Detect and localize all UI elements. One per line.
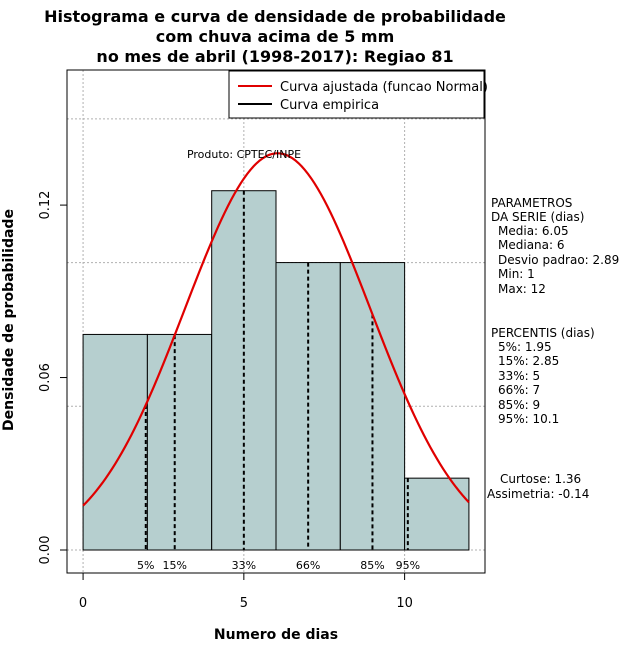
- histogram-bars: [82, 190, 470, 551]
- y-tick-label-2: 0.12: [38, 191, 53, 220]
- percentis-panel: PERCENTIS (dias) 5%: 1.95 15%: 2.85 33%:…: [491, 326, 595, 426]
- x-axis-label: Numero de dias: [214, 627, 338, 643]
- histogram-bar-1: [146, 333, 213, 551]
- parametros-heading-1: PARAMETROS: [491, 196, 572, 210]
- percentile-lines: 5% 15% 33% 66% 85% 95%: [137, 190, 420, 572]
- x-tick-label-2: 10: [396, 596, 413, 611]
- x-tick-label-0: 0: [79, 596, 87, 611]
- percentile-label-2: 33%: [232, 559, 256, 572]
- parametro-min: Min: 1: [498, 267, 535, 281]
- percentile-label-1: 15%: [162, 559, 186, 572]
- parametro-mediana: Mediana: 6: [498, 238, 565, 252]
- assimetria-value: Assimetria: -0.14: [487, 487, 589, 501]
- product-annotation: Produto: CPTEC/INPE: [187, 148, 301, 161]
- legend-label-fitted: Curva ajustada (funcao Normal): [280, 80, 488, 95]
- x-tick-label-1: 5: [240, 596, 248, 611]
- legend-box: [228, 70, 485, 119]
- percentile-label-3: 66%: [296, 559, 320, 572]
- y-tick-label-0: 0.00: [38, 536, 53, 565]
- normal-curve-group: [82, 152, 470, 507]
- y-axis-label: Densidade de probabilidade: [1, 209, 17, 431]
- y-tick-label-1: 0.06: [38, 363, 53, 392]
- chart-title-line-2: com chuva acima de 5 mm: [156, 27, 395, 46]
- parametro-desvio: Desvio padrao: 2.89: [498, 253, 619, 267]
- histogram-bar-2: [211, 190, 277, 551]
- percentil-95: 95%: 10.1: [498, 412, 559, 426]
- parametros-panel: PARAMETROS DA SERIE (dias) Media: 6.05 M…: [491, 196, 619, 296]
- percentil-33: 33%: 5: [498, 369, 540, 383]
- percentil-5: 5%: 1.95: [498, 340, 552, 354]
- percentil-66: 66%: 7: [498, 383, 540, 397]
- parametro-max: Max: 12: [498, 282, 546, 296]
- histogram-bar-0: [82, 333, 148, 551]
- percentis-heading: PERCENTIS (dias): [491, 326, 595, 340]
- chart-title-line-1: Histograma e curva de densidade de proba…: [44, 7, 506, 26]
- histogram-bar-5: [404, 477, 470, 551]
- legend: Curva ajustada (funcao Normal) Curva emp…: [228, 70, 488, 119]
- percentile-label-4: 85%: [360, 559, 384, 572]
- percentile-label-0: 5%: [137, 559, 154, 572]
- percentil-15: 15%: 2.85: [498, 354, 559, 368]
- plot-frame: [66, 69, 486, 574]
- percentil-85: 85%: 9: [498, 398, 540, 412]
- normal-fit-curve: [82, 152, 470, 507]
- parametro-media: Media: 6.05: [498, 224, 569, 238]
- percentile-label-5: 95%: [396, 559, 420, 572]
- axis-ticks: 0 5 10 0.00 0.06 0.12: [38, 191, 413, 611]
- chart-title-line-3: no mes de abril (1998-2017): Regiao 81: [96, 47, 453, 66]
- parametros-heading-2: DA SERIE (dias): [491, 210, 584, 224]
- legend-label-empirical: Curva empirica: [280, 98, 379, 113]
- curtose-value: Curtose: 1.36: [500, 472, 581, 486]
